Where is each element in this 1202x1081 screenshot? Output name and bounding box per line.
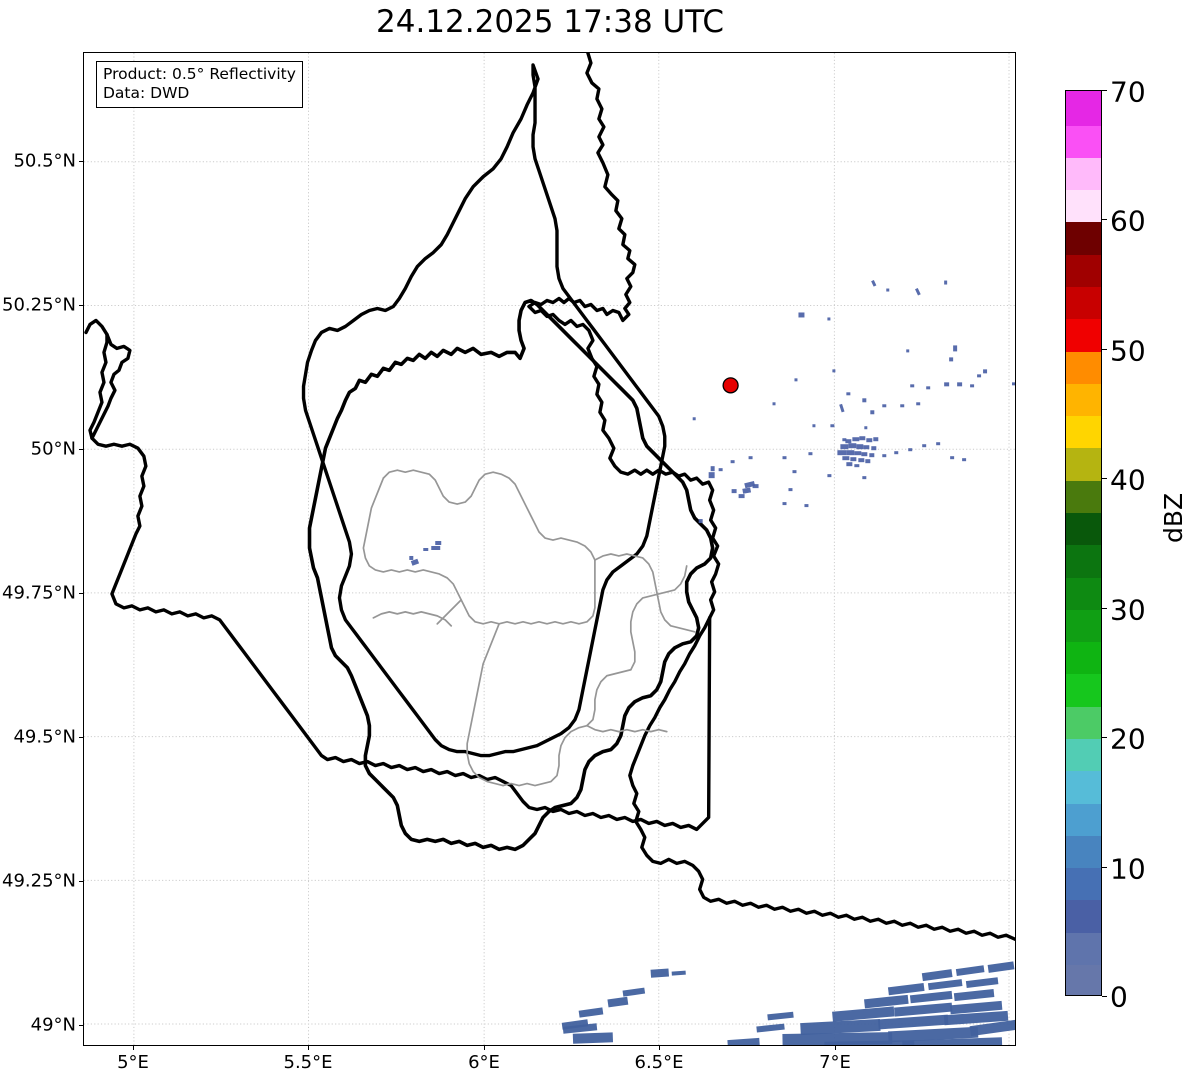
map-graphics bbox=[84, 53, 1015, 1045]
colorbar[interactable] bbox=[1065, 90, 1102, 996]
xtick-mark bbox=[659, 1046, 660, 1050]
colorbar-label-60: 60 bbox=[1110, 204, 1146, 238]
ytick-mark bbox=[79, 737, 83, 738]
colorbar-band bbox=[1066, 413, 1101, 449]
colorbar-band bbox=[1066, 349, 1101, 384]
colorbar-band bbox=[1066, 284, 1101, 320]
info-data-line: Data: DWD bbox=[103, 83, 190, 102]
xtick-mark bbox=[484, 1046, 485, 1050]
colorbar-band bbox=[1066, 801, 1101, 836]
colorbar-label-50: 50 bbox=[1110, 334, 1146, 368]
xtick-label-55E: 5.5°E bbox=[283, 1052, 333, 1073]
colorbar-band bbox=[1066, 252, 1101, 287]
colorbar-tick bbox=[1102, 608, 1107, 610]
ytick-mark bbox=[79, 161, 83, 162]
colorbar-label-0: 0 bbox=[1110, 980, 1128, 1014]
ytick-mark bbox=[79, 1025, 83, 1026]
ytick-label-49N: 49°N bbox=[30, 1014, 76, 1036]
ytick-mark bbox=[79, 593, 83, 594]
colorbar-band bbox=[1066, 898, 1101, 933]
colorbar-band bbox=[1066, 704, 1101, 739]
colorbar-band bbox=[1066, 317, 1101, 352]
grid-lines-horizontal bbox=[84, 161, 1015, 1025]
colorbar-label-40: 40 bbox=[1110, 463, 1146, 497]
colorbar-tick bbox=[1102, 996, 1107, 998]
colorbar-band bbox=[1066, 672, 1101, 707]
colorbar-tick bbox=[1102, 478, 1107, 480]
ytick-mark bbox=[79, 881, 83, 882]
xtick-mark bbox=[133, 1046, 134, 1050]
colorbar-band bbox=[1066, 187, 1101, 223]
colorbar-band bbox=[1066, 543, 1101, 578]
map-plot-area[interactable]: Product: 0.5° Reflectivity Data: DWD bbox=[83, 52, 1016, 1046]
colorbar-tick bbox=[1102, 737, 1107, 739]
ytick-label-495N: 49.5°N bbox=[13, 726, 76, 748]
info-box: Product: 0.5° Reflectivity Data: DWD bbox=[96, 61, 303, 108]
info-product-line: Product: 0.5° Reflectivity bbox=[103, 65, 296, 83]
ytick-mark bbox=[79, 449, 83, 450]
page-title: 24.12.2025 17:38 UTC bbox=[376, 4, 724, 40]
ytick-label-50N: 50°N bbox=[30, 438, 76, 460]
colorbar-label-30: 30 bbox=[1110, 593, 1146, 627]
colorbar-band bbox=[1066, 833, 1101, 869]
radar-echoes bbox=[409, 279, 1015, 566]
radar-echoes-south bbox=[561, 961, 1015, 1045]
colorbar-band bbox=[1066, 381, 1101, 417]
colorbar-band bbox=[1066, 639, 1101, 675]
xtick-label-7E: 7°E bbox=[819, 1052, 851, 1073]
colorbar-label-10: 10 bbox=[1110, 852, 1146, 886]
colorbar-tick bbox=[1102, 90, 1107, 92]
colorbar-band bbox=[1066, 478, 1101, 513]
colorbar-band bbox=[1066, 446, 1101, 481]
colorbar-band bbox=[1066, 510, 1101, 546]
colorbar-tick bbox=[1102, 219, 1107, 221]
ytick-mark bbox=[79, 305, 83, 306]
colorbar-tick bbox=[1102, 867, 1107, 869]
colorbar-band bbox=[1066, 155, 1101, 191]
ytick-label-4975N: 49.75°N bbox=[2, 582, 76, 604]
colorbar-band bbox=[1066, 865, 1101, 901]
colorbar-label-20: 20 bbox=[1110, 722, 1146, 756]
xtick-mark bbox=[308, 1046, 309, 1050]
region-borders bbox=[362, 469, 696, 787]
colorbar-band bbox=[1066, 575, 1101, 610]
colorbar-band bbox=[1066, 930, 1101, 965]
xtick-label-65E: 6.5°E bbox=[634, 1052, 684, 1073]
colorbar-band bbox=[1066, 607, 1101, 643]
colorbar-band bbox=[1066, 123, 1101, 158]
ytick-label-4925N: 49.25°N bbox=[2, 870, 76, 892]
colorbar-band bbox=[1066, 220, 1101, 255]
colorbar-band bbox=[1066, 736, 1101, 772]
xtick-label-6E: 6°E bbox=[468, 1052, 500, 1073]
colorbar-band bbox=[1066, 769, 1101, 804]
ytick-label-5025N: 50.25°N bbox=[2, 294, 76, 316]
colorbar-band bbox=[1066, 91, 1101, 126]
xtick-mark bbox=[835, 1046, 836, 1050]
luxembourg-border bbox=[307, 298, 715, 852]
colorbar-axis-label: dBZ bbox=[1159, 492, 1188, 543]
colorbar-tick bbox=[1102, 349, 1107, 351]
radar-site-marker[interactable] bbox=[722, 377, 739, 394]
xtick-label-5E: 5°E bbox=[117, 1052, 149, 1073]
colorbar-band bbox=[1066, 962, 1101, 995]
ytick-label-505N: 50.5°N bbox=[13, 150, 76, 172]
colorbar-label-70: 70 bbox=[1110, 75, 1146, 109]
